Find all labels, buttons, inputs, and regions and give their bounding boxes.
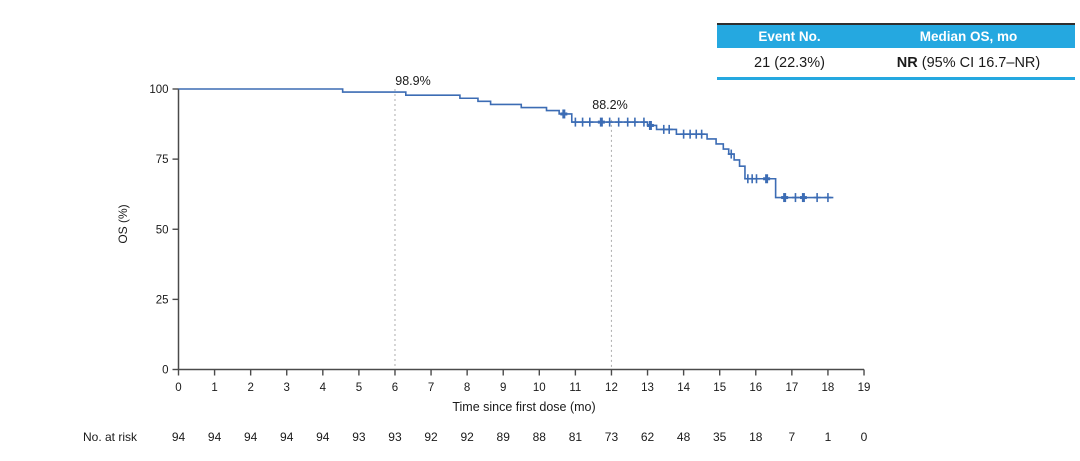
risk-count-month-6: 93 — [388, 430, 402, 444]
risk-table-row: 94 94 94 94 94 93 93 92 92 89 88 81 73 62 48 35 18 7 1 0 — [0, 430, 1080, 446]
x-tick-label-16: 16 — [749, 382, 762, 394]
km-curve — [178, 88, 834, 199]
value-median-os: NR (95% CI 16.7–NR) — [862, 55, 1075, 71]
risk-count-month-16: 18 — [749, 430, 763, 444]
x-tick-label-11: 11 — [569, 382, 581, 394]
risk-count-month-18: 1 — [824, 430, 832, 444]
y-axis-label: OS (%) — [116, 204, 130, 244]
risk-count-month-5: 93 — [352, 430, 366, 444]
x-tick-label-15: 15 — [713, 382, 726, 394]
risk-count-month-15: 35 — [713, 430, 727, 444]
y-tick-label-25: 25 — [156, 294, 169, 306]
risk-count-month-14: 48 — [676, 430, 691, 444]
x-tick-label-2: 2 — [247, 382, 253, 394]
risk-count-month-10: 88 — [532, 430, 546, 444]
risk-count-month-1: 94 — [207, 430, 222, 444]
risk-count-month-4: 94 — [316, 430, 330, 444]
header-median-os: Median OS, mo — [919, 29, 1018, 44]
x-axis-label: Time since first dose (mo) — [452, 400, 596, 414]
risk-count-month-7: 92 — [424, 430, 438, 444]
summary-table: Event No. Median OS, mo 21 (22.3%) NR (9… — [717, 23, 1075, 80]
y-tick-label-0: 0 — [162, 365, 168, 377]
summary-table-header: Event No. Median OS, mo — [717, 25, 1075, 48]
y-tick-label-50: 50 — [156, 224, 169, 236]
x-tick-label-13: 13 — [641, 382, 654, 394]
x-tick-label-8: 8 — [464, 382, 470, 394]
risk-count-month-19: 0 — [860, 430, 868, 444]
median-os-nr: NR — [896, 54, 918, 71]
x-tick-label-3: 3 — [284, 382, 290, 394]
median-os-ci: (95% CI 16.7–NR) — [917, 54, 1041, 71]
x-tick-label-18: 18 — [822, 382, 835, 394]
risk-count-month-12: 73 — [604, 430, 619, 444]
x-tick-label-19: 19 — [858, 382, 871, 394]
x-tick-label-10: 10 — [533, 382, 546, 394]
y-tick-label-100: 100 — [149, 84, 168, 96]
risk-count-month-9: 89 — [496, 430, 510, 444]
x-tick-label-5: 5 — [356, 382, 362, 394]
y-tick-label-75: 75 — [156, 154, 169, 166]
annotation-12mo-os: 88.2% — [592, 98, 628, 112]
x-tick-label-7: 7 — [428, 382, 434, 394]
annotation-6mo-os: 98.9% — [395, 74, 431, 88]
x-tick-label-0: 0 — [175, 382, 181, 394]
x-tick-label-4: 4 — [320, 382, 327, 394]
header-event-no: Event No. — [758, 29, 821, 44]
risk-count-month-17: 7 — [788, 430, 796, 444]
summary-table-values: 21 (22.3%) NR (95% CI 16.7–NR) — [717, 48, 1075, 77]
value-event-no: 21 (22.3%) — [754, 54, 825, 71]
x-tick-label-6: 6 — [392, 382, 398, 394]
x-tick-label-1: 1 — [211, 382, 217, 394]
risk-count-month-0: 94 — [171, 430, 186, 444]
risk-count-month-2: 94 — [243, 430, 258, 444]
x-tick-label-9: 9 — [500, 382, 506, 394]
risk-count-month-13: 62 — [640, 430, 655, 444]
x-tick-label-17: 17 — [785, 382, 798, 394]
x-tick-label-14: 14 — [677, 382, 690, 394]
risk-count-month-11: 81 — [568, 430, 583, 444]
risk-table-label: No. at risk — [83, 430, 138, 444]
x-tick-label-12: 12 — [605, 382, 618, 394]
risk-count-month-8: 92 — [460, 430, 474, 444]
risk-count-month-3: 94 — [280, 430, 294, 444]
